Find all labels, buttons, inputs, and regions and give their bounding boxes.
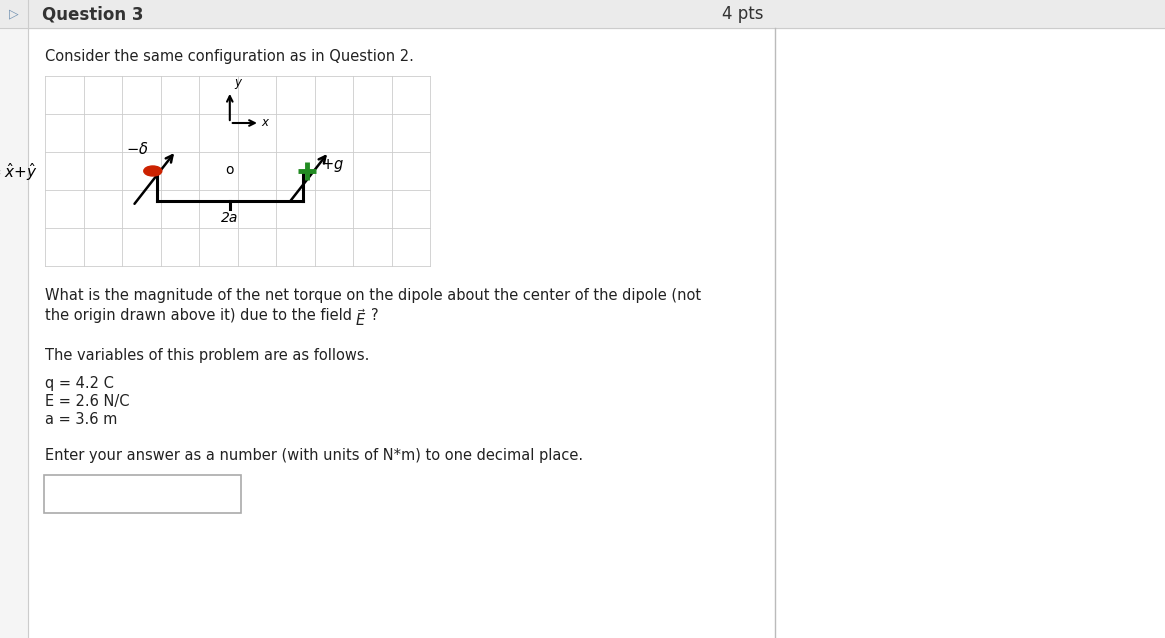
Text: E = 2.6 N/C: E = 2.6 N/C: [45, 394, 129, 409]
Ellipse shape: [143, 166, 162, 176]
Text: the origin drawn above it) due to the field: the origin drawn above it) due to the fi…: [45, 308, 356, 323]
Text: q = 4.2 C: q = 4.2 C: [45, 376, 114, 391]
Text: x: x: [262, 117, 269, 130]
Text: The variables of this problem are as follows.: The variables of this problem are as fol…: [45, 348, 369, 363]
Text: Enter your answer as a number (with units of N*m) to one decimal place.: Enter your answer as a number (with unit…: [45, 448, 584, 463]
Text: a = 3.6 m: a = 3.6 m: [45, 412, 118, 427]
Text: What is the magnitude of the net torque on the dipole about the center of the di: What is the magnitude of the net torque …: [45, 288, 701, 303]
Text: Consider the same configuration as in Question 2.: Consider the same configuration as in Qu…: [45, 48, 414, 64]
Bar: [0, 0, 1165, 28]
Text: $\hat{E}$$=$$\hat{x}$$+$$\hat{y}$: $\hat{E}$$=$$\hat{x}$$+$$\hat{y}$: [0, 159, 37, 184]
Text: 4 pts: 4 pts: [721, 5, 763, 23]
Text: $\vec{E}$: $\vec{E}$: [355, 308, 366, 329]
Text: y: y: [234, 76, 241, 89]
Text: 2a: 2a: [221, 211, 239, 225]
FancyBboxPatch shape: [44, 475, 241, 513]
Text: o: o: [226, 163, 234, 177]
Text: ▷: ▷: [9, 8, 19, 20]
Text: $-\delta$: $-\delta$: [126, 141, 149, 157]
Text: Question 3: Question 3: [42, 5, 143, 23]
Bar: [0, 28, 28, 638]
Text: $+g$: $+g$: [320, 156, 344, 174]
Text: ?: ?: [370, 308, 379, 323]
